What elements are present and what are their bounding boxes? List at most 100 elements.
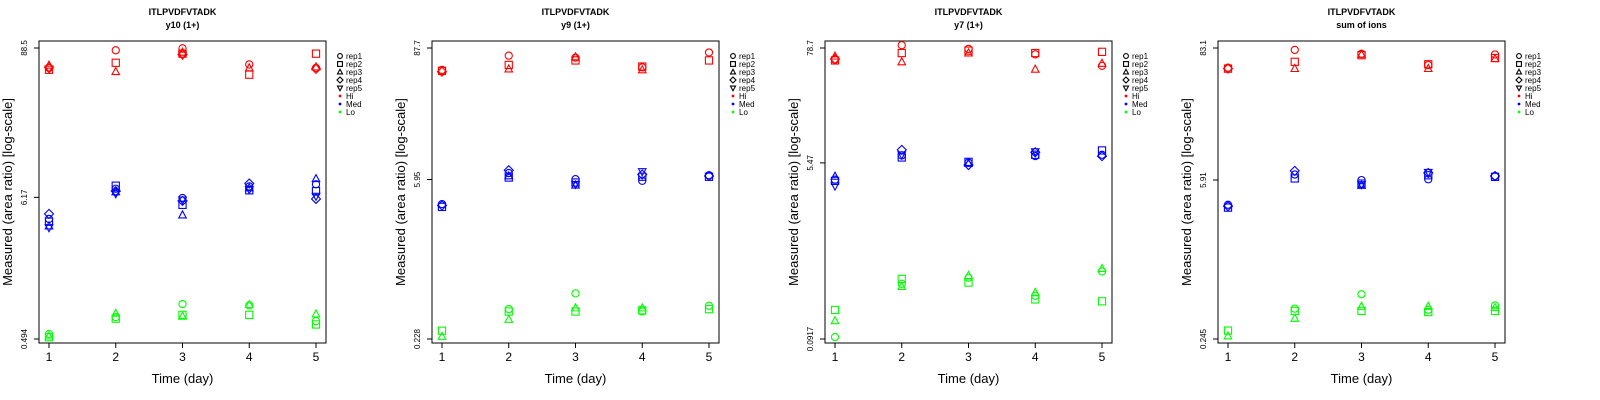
plot-frame: [431, 40, 720, 344]
data-point: [1097, 146, 1107, 155]
data-point: [1290, 63, 1300, 73]
data-point: [570, 180, 581, 190]
legend-marker: [1516, 61, 1522, 67]
data-point: [1357, 306, 1366, 316]
x-axis-label: Time (day): [1331, 371, 1393, 386]
y-tick-label: 0.494: [20, 328, 29, 349]
x-axis-label: Time (day): [545, 371, 607, 386]
legend-label: rep4: [739, 76, 756, 85]
data-point: [637, 64, 647, 74]
legend-color-dot: [1124, 110, 1128, 114]
legend-label: rep5: [739, 84, 756, 93]
y-tick-label: 5.47: [806, 155, 815, 171]
data-point: [178, 200, 187, 210]
chart-subtitle: sum of ions: [1336, 20, 1387, 30]
data-point: [1031, 48, 1040, 58]
x-tick-label: 2: [505, 350, 512, 364]
data-point: [244, 62, 254, 72]
data-point: [44, 224, 54, 233]
data-point: [1490, 301, 1500, 310]
data-point: [311, 192, 321, 202]
y-tick-label: 88.5: [20, 40, 29, 56]
legend-marker: [1123, 61, 1129, 67]
x-tick-label: 3: [965, 350, 972, 364]
chart-title: ITLPVDFVTADK: [149, 7, 217, 17]
data-point: [704, 304, 714, 314]
data-point: [897, 281, 907, 290]
data-point: [504, 51, 513, 60]
data-point: [1356, 181, 1367, 190]
legend-label: rep3: [739, 68, 756, 77]
y-tick-label: 0.0917: [806, 326, 815, 351]
data-point: [897, 279, 906, 288]
y-tick-label: 78.7: [806, 40, 815, 56]
data-point: [1097, 58, 1107, 67]
data-point: [897, 48, 906, 58]
legend-label: rep4: [1132, 76, 1149, 85]
chart-title: ITLPVDFVTADK: [935, 7, 1003, 17]
x-tick-label: 4: [1032, 350, 1039, 364]
chart-title: ITLPVDFVTADK: [542, 7, 610, 17]
data-point: [571, 56, 580, 65]
legend-color-dot: [731, 102, 735, 106]
data-point: [178, 193, 187, 203]
data-point: [1423, 168, 1433, 178]
data-point: [570, 51, 581, 61]
data-point: [830, 332, 840, 342]
data-point: [703, 170, 715, 182]
x-tick-label: 1: [439, 350, 446, 364]
x-tick-label: 4: [639, 350, 646, 364]
data-point: [1223, 326, 1233, 335]
legend-marker: [336, 76, 344, 84]
chart-subtitle: y10 (1+): [166, 20, 200, 30]
legend-label: Hi: [346, 92, 354, 101]
data-point: [311, 173, 321, 183]
data-point: [638, 62, 647, 71]
data-point: [896, 144, 908, 156]
data-point: [963, 47, 974, 57]
data-point: [1030, 148, 1040, 157]
data-point: [1290, 304, 1299, 313]
legend-marker: [1122, 68, 1130, 75]
data-point: [830, 315, 840, 325]
data-point: [111, 308, 121, 317]
legend-label: rep4: [346, 76, 363, 85]
legend-label: rep3: [346, 68, 363, 77]
legend-marker: [729, 85, 737, 92]
legend-label: Med: [1132, 100, 1148, 109]
legend-marker: [729, 68, 737, 75]
data-point: [897, 151, 907, 161]
data-point: [704, 56, 714, 65]
data-point: [1424, 60, 1433, 69]
legend-marker: [1122, 85, 1130, 92]
data-point: [1223, 64, 1233, 73]
legend-label: Med: [739, 100, 755, 109]
data-point: [311, 320, 321, 329]
y-tick-label: 0.228: [413, 328, 422, 349]
data-point: [1290, 313, 1300, 322]
data-point: [178, 299, 187, 309]
data-point: [830, 305, 840, 315]
data-point: [436, 66, 448, 77]
y-tick-label: 0.245: [1199, 328, 1208, 349]
data-point: [504, 60, 513, 70]
data-point: [1357, 290, 1366, 299]
data-point: [504, 314, 514, 323]
legend-label: rep5: [346, 84, 363, 93]
data-point: [504, 170, 514, 180]
x-tick-label: 3: [572, 350, 579, 364]
legend-label: rep5: [1132, 84, 1149, 93]
data-point: [1096, 150, 1108, 162]
plot-frame: [824, 40, 1113, 344]
legend-label: rep5: [1525, 84, 1542, 93]
data-point: [111, 186, 121, 196]
data-point: [1290, 45, 1299, 55]
legend-marker: [729, 76, 737, 84]
data-point: [638, 172, 647, 181]
data-point: [177, 51, 188, 61]
data-point: [177, 209, 188, 219]
x-tick-label: 5: [1099, 350, 1106, 364]
data-point: [1222, 200, 1234, 212]
legend-label: rep1: [739, 52, 756, 61]
data-point: [311, 308, 321, 318]
